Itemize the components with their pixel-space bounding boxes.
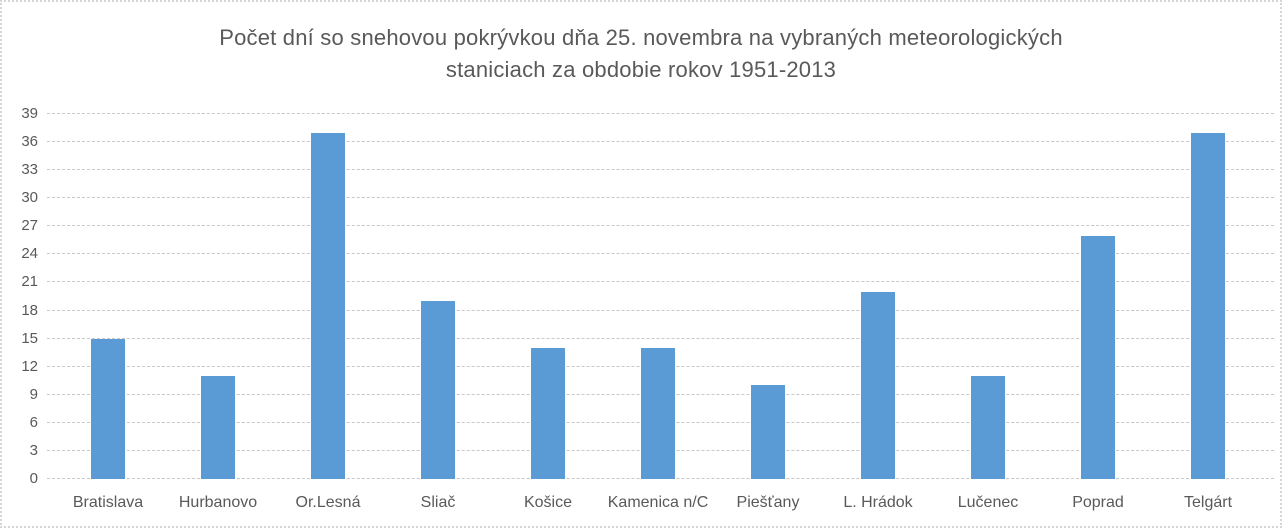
x-tick-label: Lučenec bbox=[957, 494, 1019, 511]
chart-title-line-2: staniciach za obdobie rokov 1951-2013 bbox=[445, 57, 837, 82]
chart-title: Počet dní so snehovou pokrývkou dňa 25. … bbox=[2, 22, 1280, 86]
gridline bbox=[47, 225, 1274, 227]
x-tick-label: L. Hrádok bbox=[843, 494, 913, 511]
y-tick-label: 39 bbox=[21, 105, 38, 122]
y-tick-label: 30 bbox=[21, 189, 38, 207]
y-tick-label: 33 bbox=[21, 161, 38, 179]
bar-kamenica-n-c bbox=[641, 347, 675, 479]
bar-bratislava bbox=[91, 338, 125, 479]
gridline bbox=[47, 169, 1274, 171]
bar-or-lesn- bbox=[311, 132, 345, 479]
x-tick-label: Poprad bbox=[1072, 494, 1124, 511]
gridline bbox=[47, 337, 1274, 339]
x-tick-label: Bratislava bbox=[72, 494, 144, 511]
chart-title-line-1: Počet dní so snehovou pokrývkou dňa 25. … bbox=[219, 25, 1063, 50]
gridline bbox=[47, 253, 1274, 255]
bar-pie-any bbox=[751, 385, 785, 479]
x-axis: Bratislava Hurbanovo Or.Lesná Sliač Košice Ka… bbox=[53, 492, 1263, 514]
bar-ko-ice bbox=[531, 347, 565, 479]
y-tick-label: 6 bbox=[29, 413, 38, 431]
x-tick-label: Sliač bbox=[420, 494, 456, 511]
bar-telg-rt bbox=[1191, 132, 1225, 479]
gridline bbox=[47, 141, 1274, 143]
y-tick-label: 9 bbox=[29, 385, 38, 403]
gridline bbox=[47, 197, 1274, 199]
bar-hurbanovo bbox=[201, 376, 235, 479]
bar-l-hr-dok bbox=[861, 291, 895, 479]
y-tick-label: 24 bbox=[21, 245, 38, 263]
bar-slia- bbox=[421, 301, 455, 479]
y-tick-label: 0 bbox=[29, 470, 38, 487]
x-tick-label: Piešťany bbox=[736, 494, 800, 511]
bars-layer bbox=[53, 114, 1263, 479]
gridline bbox=[47, 309, 1274, 311]
y-tick-label: 15 bbox=[21, 329, 38, 347]
x-tick-label: Hurbanovo bbox=[178, 494, 258, 511]
y-tick-label: 36 bbox=[21, 133, 38, 151]
y-tick-label: 12 bbox=[21, 357, 38, 375]
x-tick-label: Košice bbox=[523, 494, 573, 511]
plot-area bbox=[47, 113, 1274, 479]
y-tick-label: 18 bbox=[21, 301, 38, 319]
y-axis: 0 3 6 9 12 15 18 21 24 27 30 33 36 39 bbox=[2, 105, 38, 487]
y-tick-label: 27 bbox=[21, 217, 38, 235]
gridline bbox=[47, 113, 1274, 114]
bar-poprad bbox=[1081, 235, 1115, 479]
y-tick-label: 21 bbox=[21, 273, 38, 291]
x-tick-label: Telgárt bbox=[1183, 494, 1233, 511]
bar-lu-enec bbox=[971, 376, 1005, 479]
gridline bbox=[47, 281, 1274, 283]
y-tick-label: 3 bbox=[29, 441, 38, 459]
x-tick-label: Kamenica n/C bbox=[607, 494, 709, 511]
x-tick-label: Or.Lesná bbox=[295, 494, 361, 511]
